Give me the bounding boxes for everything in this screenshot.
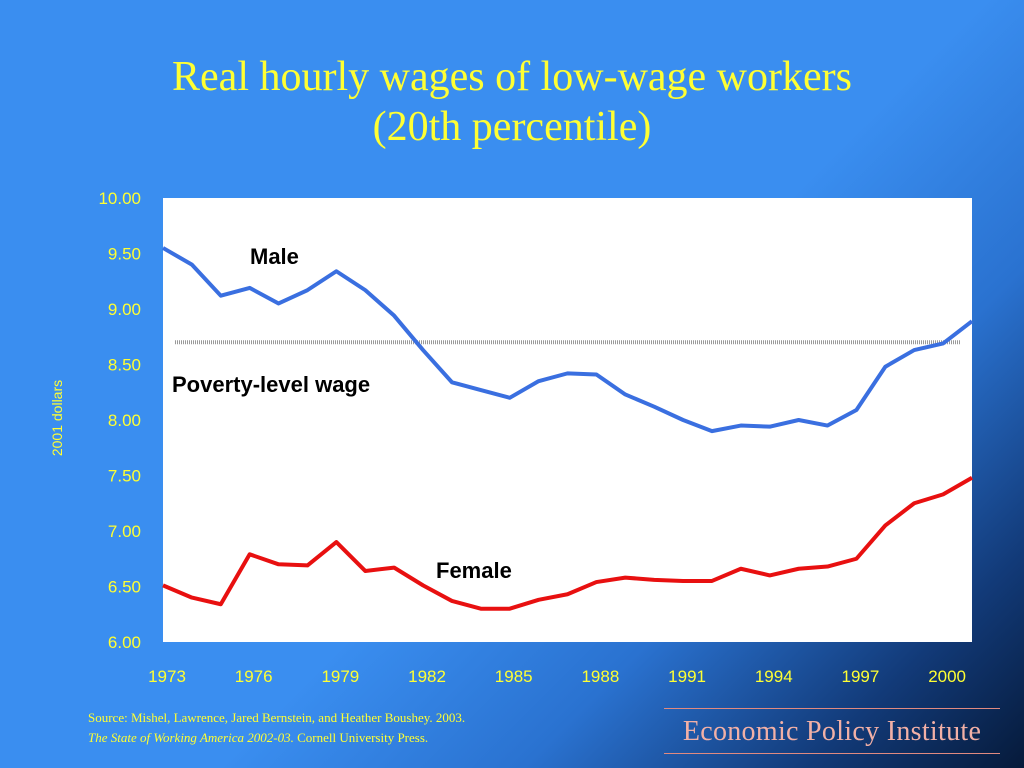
title-line-2: (20th percentile) (372, 104, 652, 150)
x-tick-label: 1997 (842, 667, 880, 686)
annotation-label: Male (250, 244, 299, 269)
y-tick-label: 7.50 (108, 467, 141, 486)
logo-text: Economic Policy Institute (682, 716, 982, 747)
logo-rule-top (664, 708, 1000, 709)
y-tick-label: 10.00 (98, 189, 141, 208)
x-tick-label: 1994 (755, 667, 793, 686)
epi-logo: Economic Policy Institute (664, 708, 1000, 754)
x-tick-label: 1973 (148, 667, 186, 686)
x-tick-label: 2000 (928, 667, 966, 686)
source-book-title: The State of Working America 2002-03. (88, 730, 294, 745)
y-tick-label: 6.00 (108, 633, 141, 652)
x-tick-label: 1988 (581, 667, 619, 686)
y-tick-label: 8.00 (108, 411, 141, 430)
y-tick-label: 8.50 (108, 356, 141, 375)
y-tick-label: 7.00 (108, 522, 141, 541)
source-note: Source: Mishel, Lawrence, Jared Bernstei… (88, 708, 628, 748)
x-tick-label: 1976 (235, 667, 273, 686)
annotations: Male Poverty-level wage Female (172, 244, 512, 583)
y-tick-label: 9.50 (108, 245, 141, 264)
series-group (162, 246, 974, 611)
y-axis-label: 2001 dollars (49, 380, 65, 456)
line-chart: 10.00 9.50 9.00 8.50 8.00 7.50 7.00 6.50 6.00 19… (49, 189, 974, 686)
x-tick-label: 1985 (495, 667, 533, 686)
x-axis-ticks: 1973 1976 1979 1982 1985 1988 1991 1994 1997 2000 (148, 667, 966, 686)
x-tick-label: 1979 (321, 667, 359, 686)
x-tick-label: 1991 (668, 667, 706, 686)
source-line-2: The State of Working America 2002-03. Co… (88, 728, 628, 748)
annotation-label: Poverty-level wage (172, 372, 370, 397)
x-tick-label: 1982 (408, 667, 446, 686)
source-line-1: Source: Mishel, Lawrence, Jared Bernstei… (88, 710, 466, 725)
annotation-label: Female (436, 558, 512, 583)
y-tick-label: 6.50 (108, 578, 141, 597)
y-axis-ticks: 10.00 9.50 9.00 8.50 8.00 7.50 7.00 6.50 6.00 (98, 189, 141, 652)
logo-rule-bottom (664, 753, 1000, 754)
y-tick-label: 9.00 (108, 300, 141, 319)
chart-title: Real hourly wages of low-wage workers (2… (0, 52, 1024, 152)
source-publisher: Cornell University Press. (293, 730, 429, 745)
male-series-line (162, 246, 974, 434)
title-line-1: Real hourly wages of low-wage workers (172, 54, 852, 100)
female-series-line (162, 475, 973, 611)
